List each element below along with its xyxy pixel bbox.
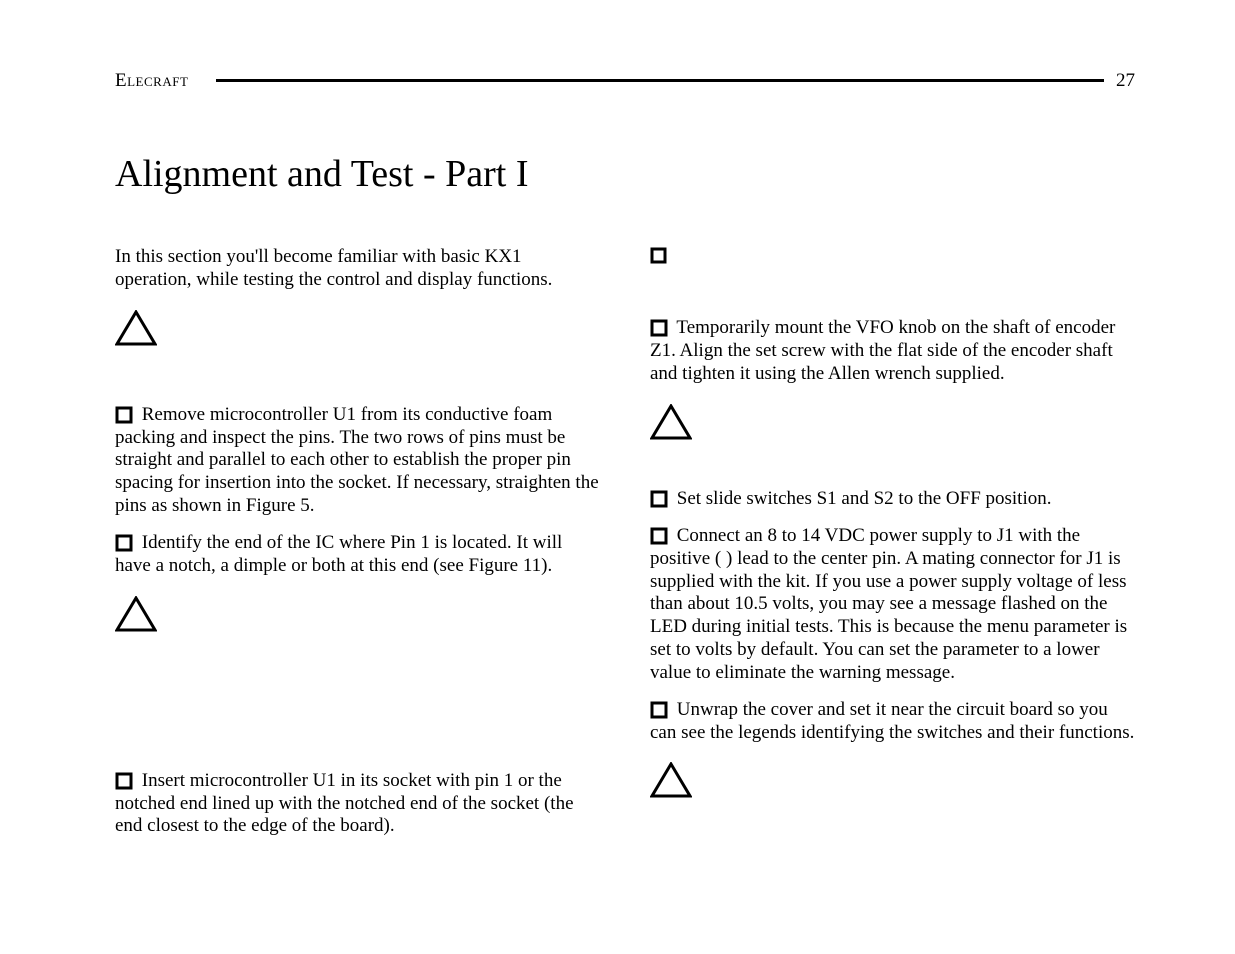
step-text: Insert microcontroller U1 in its socket …: [115, 770, 574, 837]
two-column-layout: In this section you'll become familiar w…: [115, 246, 1135, 852]
caution-triangle-icon: [115, 596, 157, 632]
right-column: Temporarily mount the VFO knob on the sh…: [650, 246, 1135, 852]
checkbox-icon: [115, 532, 135, 555]
page-number: 27: [1116, 70, 1135, 92]
step-text: Unwrap the cover and set it near the cir…: [650, 699, 1134, 743]
checkbox-icon: [115, 770, 135, 793]
caution-triangle-icon: [115, 310, 157, 346]
step-unwrap-cover: Unwrap the cover and set it near the cir…: [650, 699, 1135, 745]
checkbox-icon: [650, 525, 670, 548]
header-rule: [216, 79, 1104, 82]
page-body: Elecraft 27 Alignment and Test - Part I …: [0, 0, 1235, 922]
checkbox-icon: [650, 246, 670, 269]
checkbox-icon: [650, 488, 670, 511]
step-text: Identify the end of the IC where Pin 1 i…: [115, 532, 562, 576]
step-mount-vfo-knob: Temporarily mount the VFO knob on the sh…: [650, 317, 1135, 386]
brand-label: Elecraft: [115, 70, 188, 92]
step-identify-pin1: Identify the end of the IC where Pin 1 i…: [115, 532, 600, 578]
step-text: Connect an 8 to 14 VDC power supply to J…: [650, 525, 1127, 683]
step-text: Remove microcontroller U1 from its condu…: [115, 404, 599, 516]
caution-triangle-icon: [650, 762, 692, 798]
checkbox-icon: [650, 317, 670, 340]
step-remove-u1: Remove microcontroller U1 from its condu…: [115, 404, 600, 518]
step-connect-power: Connect an 8 to 14 VDC power supply to J…: [650, 525, 1135, 685]
step-text: Temporarily mount the VFO knob on the sh…: [650, 317, 1115, 384]
lone-checkbox-row: [650, 246, 1135, 269]
caution-triangle-icon: [650, 404, 692, 440]
checkbox-icon: [650, 699, 670, 722]
checkbox-icon: [115, 404, 135, 427]
step-slide-switches-off: Set slide switches S1 and S2 to the OFF …: [650, 488, 1135, 511]
step-insert-u1: Insert microcontroller U1 in its socket …: [115, 770, 600, 839]
intro-paragraph: In this section you'll become familiar w…: [115, 246, 600, 292]
page-title: Alignment and Test - Part I: [115, 152, 1135, 196]
page-header: Elecraft 27: [115, 70, 1135, 92]
step-text: Set slide switches S1 and S2 to the OFF …: [677, 488, 1052, 509]
left-column: In this section you'll become familiar w…: [115, 246, 600, 852]
